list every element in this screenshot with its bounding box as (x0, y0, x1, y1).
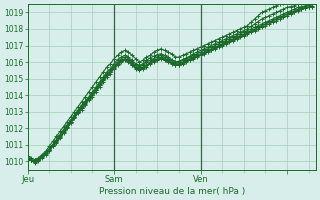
X-axis label: Pression niveau de la mer( hPa ): Pression niveau de la mer( hPa ) (99, 187, 245, 196)
